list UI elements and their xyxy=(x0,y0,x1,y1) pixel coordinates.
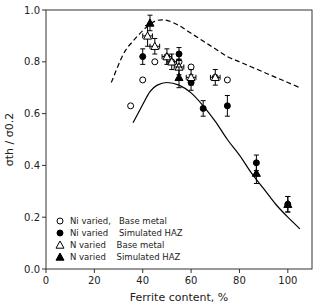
y-error-bar xyxy=(225,95,230,116)
legend-label: N varied Simulated HAZ xyxy=(70,252,180,262)
x-tick-label: 40 xyxy=(136,275,149,286)
point xyxy=(200,105,206,111)
y-tick xyxy=(42,269,46,270)
y-tick xyxy=(42,10,46,11)
x-tick xyxy=(239,269,240,273)
curve xyxy=(133,83,300,229)
curve xyxy=(111,20,300,88)
x-tick xyxy=(46,269,47,273)
y-tick xyxy=(42,61,46,62)
legend-label: N varied Base metal xyxy=(70,240,164,250)
point xyxy=(146,19,154,26)
y-error-bar xyxy=(140,49,145,65)
chart: 0 20 40 60 80 100 0.0 0.2 0.4 0.6 0.8 1.0 Ferrite co… xyxy=(0,0,322,307)
y-tick-label: 0.2 xyxy=(24,212,40,223)
x-tick xyxy=(287,269,288,273)
x-tick-label: 0 xyxy=(43,275,49,286)
y-tick-label: 0.0 xyxy=(24,264,40,275)
y-error-bar xyxy=(177,48,182,61)
y-tick xyxy=(42,113,46,114)
point xyxy=(212,74,218,80)
x-axis-label: Ferrite content, % xyxy=(130,291,229,304)
legend-marker xyxy=(56,241,64,248)
legend-label: Ni varied Simulated HAZ xyxy=(70,228,183,238)
legend: Ni varied, Base metal Ni varied Simulated… xyxy=(56,216,183,262)
x-tick-label: 100 xyxy=(278,275,297,286)
point xyxy=(211,73,219,80)
point xyxy=(168,58,176,65)
point xyxy=(224,103,230,109)
point xyxy=(252,169,260,176)
point xyxy=(175,73,183,80)
y-tick xyxy=(42,217,46,218)
point xyxy=(187,73,195,80)
point xyxy=(140,77,146,83)
point xyxy=(176,51,182,57)
x-tick-label: 20 xyxy=(88,275,101,286)
point xyxy=(284,200,292,207)
y-tick-label: 0.4 xyxy=(24,160,40,171)
y-tick-label: 1.0 xyxy=(24,5,40,16)
point xyxy=(285,201,291,207)
legend-marker xyxy=(57,230,63,236)
plot-area xyxy=(111,15,300,229)
point xyxy=(144,32,152,39)
plot-frame xyxy=(46,10,312,269)
x-tick-label: 60 xyxy=(185,275,198,286)
y-error-bar xyxy=(201,101,206,117)
point xyxy=(128,103,134,109)
y-tick-label: 0.6 xyxy=(24,108,40,119)
x-tick xyxy=(94,269,95,273)
y-tick-label: 0.8 xyxy=(24,56,40,67)
x-tick xyxy=(142,269,143,273)
legend-marker xyxy=(57,218,63,224)
y-axis-label: σth / σ0.2 xyxy=(3,113,16,166)
point xyxy=(164,54,170,60)
legend-marker xyxy=(56,253,64,260)
x-tick-label: 80 xyxy=(233,275,246,286)
legend-label: Ni varied, Base metal xyxy=(70,216,167,226)
y-tick xyxy=(42,165,46,166)
point xyxy=(152,59,158,65)
x-tick xyxy=(191,269,192,273)
point xyxy=(224,77,230,83)
point xyxy=(151,42,159,49)
point xyxy=(140,54,146,60)
